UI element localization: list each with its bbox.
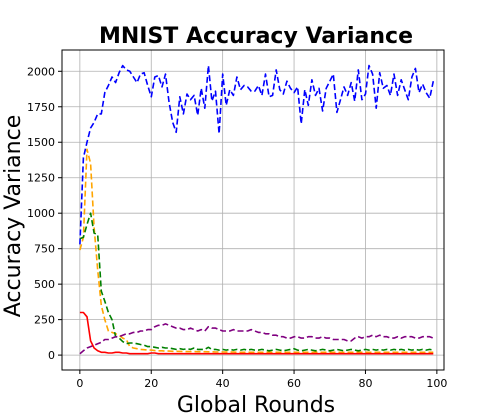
x-tick-label: 20 [144, 377, 158, 390]
axis-ticks: 0 20 40 60 80 1000250500750100012501500175020… [27, 65, 447, 390]
grid [62, 50, 444, 370]
y-tick-label: 2000 [27, 65, 55, 78]
y-tick-label: 0 [48, 349, 55, 362]
x-tick-label: 80 [358, 377, 372, 390]
x-axis-label: Global Rounds [177, 393, 335, 414]
series-group [79, 64, 435, 355]
y-tick-label: 1500 [27, 136, 55, 149]
chart-title: MNIST Accuracy Variance [99, 24, 413, 49]
series-line-3 [79, 212, 434, 352]
y-axis-label: Accuracy Variance [1, 115, 26, 317]
x-tick-label: 40 [216, 377, 230, 390]
y-tick-label: 750 [34, 243, 55, 256]
y-tick-label: 250 [34, 314, 55, 327]
y-tick-label: 1750 [27, 101, 55, 114]
series-line-1 [79, 64, 435, 245]
y-tick-label: 1250 [27, 172, 55, 185]
x-tick-label: 100 [426, 377, 447, 390]
series-line-5 [79, 311, 434, 355]
x-tick-label: 0 [76, 377, 83, 390]
y-tick-label: 1000 [27, 207, 55, 220]
series-line-4 [79, 323, 434, 355]
x-tick-label: 60 [287, 377, 301, 390]
plot-area-frame [61, 49, 445, 371]
y-tick-label: 500 [34, 278, 55, 291]
